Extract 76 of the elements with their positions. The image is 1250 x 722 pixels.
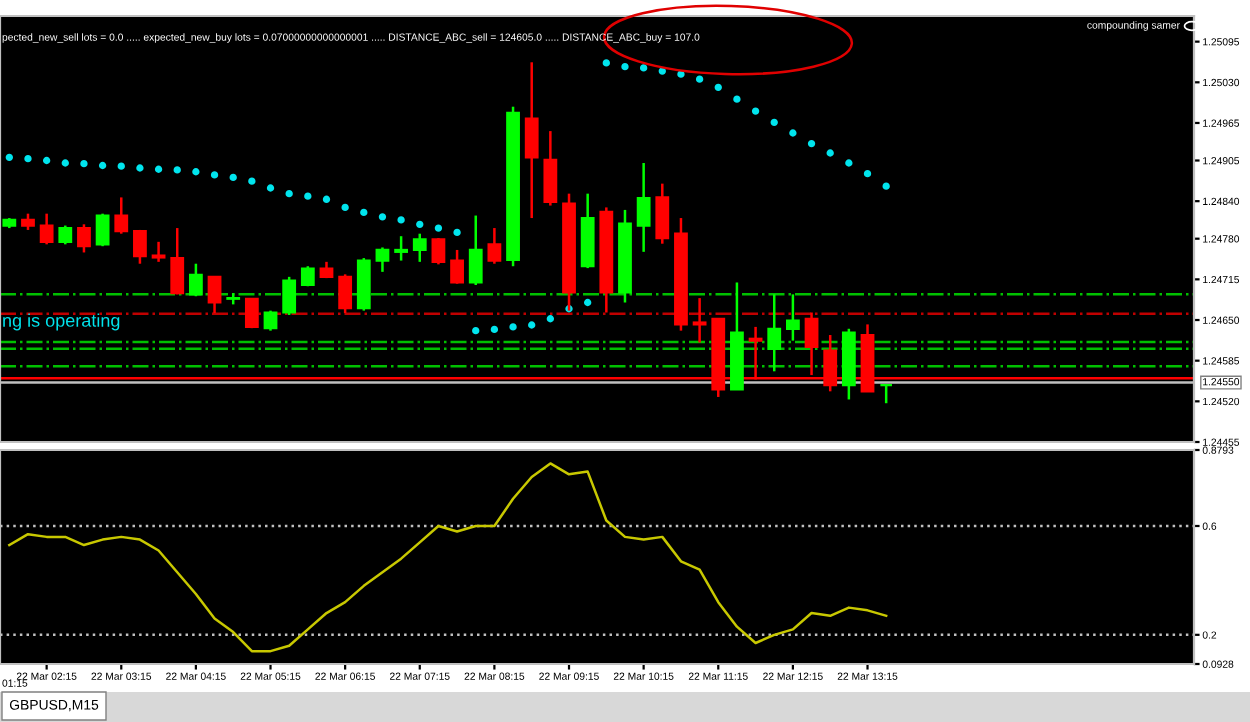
candlestick bbox=[450, 248, 464, 285]
point bbox=[98, 161, 107, 170]
point bbox=[378, 213, 387, 221]
point bbox=[714, 83, 722, 91]
candlestick bbox=[692, 296, 707, 344]
point bbox=[602, 59, 610, 67]
point bbox=[528, 321, 536, 329]
candlestick bbox=[356, 256, 371, 312]
point bbox=[360, 208, 368, 217]
point bbox=[546, 315, 555, 323]
point bbox=[845, 159, 853, 167]
point bbox=[490, 325, 499, 334]
candlestick bbox=[207, 275, 222, 315]
candlestick bbox=[39, 212, 54, 246]
candlestick bbox=[431, 236, 446, 266]
candlestick bbox=[170, 226, 185, 296]
point bbox=[807, 139, 816, 148]
point bbox=[826, 149, 834, 157]
candlestick bbox=[786, 293, 800, 342]
point bbox=[472, 326, 480, 335]
point bbox=[751, 107, 760, 115]
candlestick bbox=[114, 196, 129, 235]
point bbox=[210, 171, 219, 179]
point bbox=[584, 298, 592, 307]
candlestick bbox=[77, 223, 91, 254]
point bbox=[248, 177, 256, 185]
point bbox=[266, 184, 275, 192]
candlestick bbox=[282, 275, 297, 317]
point bbox=[397, 216, 405, 224]
point bbox=[453, 228, 461, 237]
candlestick bbox=[95, 212, 110, 248]
point bbox=[509, 323, 517, 331]
candlestick bbox=[468, 214, 483, 287]
point bbox=[61, 159, 69, 167]
point bbox=[304, 192, 312, 200]
candlestick bbox=[244, 297, 259, 330]
point bbox=[416, 220, 424, 228]
candlestick bbox=[375, 246, 390, 274]
annotation: ng is operating bbox=[3, 313, 120, 331]
candlestick bbox=[543, 129, 558, 207]
candlestick bbox=[636, 161, 651, 254]
point bbox=[789, 129, 797, 137]
candlestick bbox=[767, 293, 782, 373]
point bbox=[117, 162, 125, 170]
point bbox=[5, 153, 13, 162]
point bbox=[42, 156, 51, 165]
candlestick bbox=[189, 262, 203, 298]
point bbox=[173, 166, 181, 174]
point bbox=[192, 168, 200, 176]
point bbox=[80, 159, 88, 168]
candlestick bbox=[58, 224, 73, 246]
point bbox=[639, 64, 648, 72]
candlestick bbox=[151, 240, 166, 264]
candlestick bbox=[879, 383, 894, 405]
candlestick bbox=[412, 232, 427, 264]
point bbox=[24, 154, 32, 163]
point bbox=[882, 182, 890, 190]
line-series bbox=[8, 462, 888, 653]
point bbox=[770, 118, 778, 127]
point bbox=[341, 203, 349, 212]
candlestick bbox=[394, 234, 408, 262]
candlestick bbox=[487, 226, 502, 265]
point bbox=[863, 169, 872, 178]
point bbox=[136, 164, 144, 172]
point bbox=[434, 224, 443, 232]
point bbox=[733, 95, 741, 103]
candlestick bbox=[524, 61, 539, 220]
candlestick bbox=[338, 273, 353, 315]
point bbox=[621, 63, 629, 71]
candlestick bbox=[133, 228, 147, 265]
point bbox=[322, 195, 331, 203]
candlestick bbox=[655, 182, 670, 245]
point bbox=[695, 75, 704, 83]
point bbox=[154, 165, 163, 173]
point bbox=[285, 189, 293, 198]
point bbox=[229, 173, 237, 182]
